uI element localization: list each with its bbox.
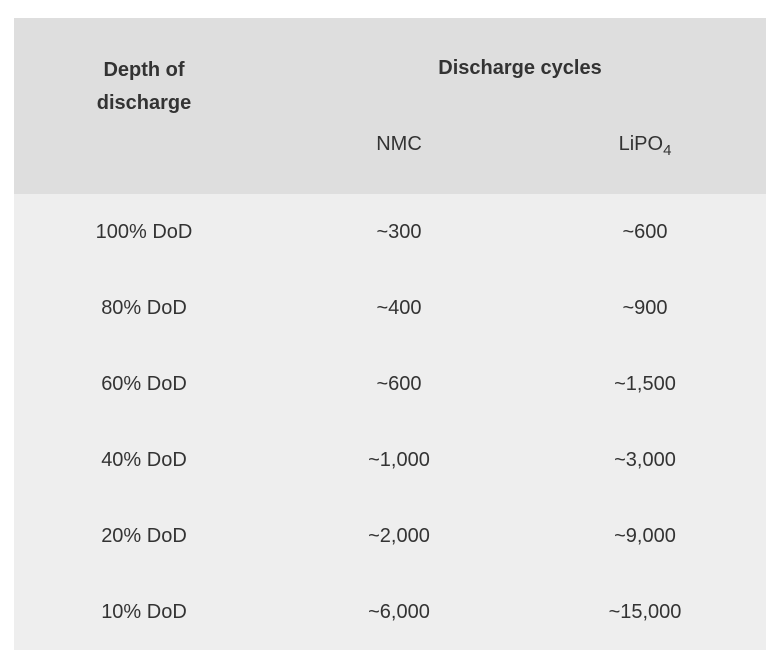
table-row: 60% DoD ~600 ~1,500 bbox=[14, 346, 766, 422]
lipo4-value: ~900 bbox=[622, 296, 668, 319]
row-label: 20% DoD bbox=[101, 524, 187, 547]
column-header-lipo4: LiPO4 bbox=[524, 118, 766, 194]
table-row: 20% DoD ~2,000 ~9,000 bbox=[14, 498, 766, 574]
table-header: Depth of discharge Discharge cycles NMC … bbox=[14, 18, 766, 194]
row-header-line1: Depth of bbox=[103, 59, 185, 81]
row-label: 10% DoD bbox=[101, 600, 187, 623]
nmc-value: ~300 bbox=[376, 220, 422, 243]
row-label: 60% DoD bbox=[101, 372, 187, 395]
row-label: 80% DoD bbox=[101, 296, 187, 319]
lipo4-value: ~3,000 bbox=[614, 448, 676, 471]
lipo4-value: ~9,000 bbox=[614, 524, 676, 547]
column-header-nmc: NMC bbox=[274, 118, 524, 194]
row-header-line2: discharge bbox=[96, 92, 192, 114]
row-label: 100% DoD bbox=[95, 220, 193, 243]
table-row: 10% DoD ~6,000 ~15,000 bbox=[14, 574, 766, 650]
lipo4-value: ~15,000 bbox=[608, 600, 682, 623]
nmc-value: ~6,000 bbox=[368, 600, 430, 623]
nmc-value: ~600 bbox=[376, 372, 422, 395]
table-row: 80% DoD ~400 ~900 bbox=[14, 270, 766, 346]
group-header-label: Discharge cycles bbox=[438, 56, 602, 79]
nmc-value: ~2,000 bbox=[368, 524, 430, 547]
lipo4-subscript: 4 bbox=[663, 142, 672, 159]
lipo4-value: ~600 bbox=[622, 220, 668, 243]
nmc-value: ~400 bbox=[376, 296, 422, 319]
row-label: 40% DoD bbox=[101, 448, 187, 471]
nmc-value: ~1,000 bbox=[368, 448, 430, 471]
column-header-nmc-label: NMC bbox=[376, 133, 422, 155]
column-header-lipo4-label: LiPO4 bbox=[618, 133, 672, 159]
table-row: 40% DoD ~1,000 ~3,000 bbox=[14, 422, 766, 498]
table-body: 100% DoD ~300 ~600 80% DoD ~400 ~900 60%… bbox=[14, 194, 766, 650]
group-header-discharge-cycles: Discharge cycles bbox=[274, 18, 766, 118]
dod-cycles-table: Depth of discharge Discharge cycles NMC … bbox=[14, 18, 766, 650]
table-row: 100% DoD ~300 ~600 bbox=[14, 194, 766, 270]
lipo4-value: ~1,500 bbox=[614, 372, 676, 395]
row-header-depth-of-discharge: Depth of discharge bbox=[14, 18, 274, 194]
